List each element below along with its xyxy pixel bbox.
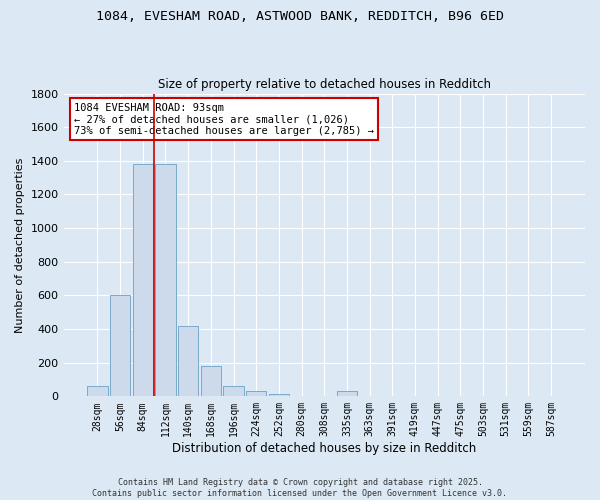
Bar (110, 296, 130, 396)
Text: 1084, EVESHAM ROAD, ASTWOOD BANK, REDDITCH, B96 6ED: 1084, EVESHAM ROAD, ASTWOOD BANK, REDDIT… (96, 10, 504, 23)
X-axis label: Distribution of detached houses by size in Redditch: Distribution of detached houses by size … (172, 442, 476, 455)
Bar (133, 164, 153, 396)
Y-axis label: Number of detached properties: Number of detached properties (15, 158, 25, 332)
Bar (337, 392, 357, 396)
Text: Contains HM Land Registry data © Crown copyright and database right 2025.
Contai: Contains HM Land Registry data © Crown c… (92, 478, 508, 498)
Bar (246, 392, 266, 396)
Bar (87, 386, 107, 396)
Text: 1084 EVESHAM ROAD: 93sqm
← 27% of detached houses are smaller (1,026)
73% of sem: 1084 EVESHAM ROAD: 93sqm ← 27% of detach… (74, 102, 374, 136)
Bar (269, 394, 289, 396)
Bar (200, 366, 221, 396)
Title: Size of property relative to detached houses in Redditch: Size of property relative to detached ho… (158, 78, 491, 91)
Bar (155, 164, 176, 396)
Bar (178, 326, 199, 396)
Bar (223, 386, 244, 396)
